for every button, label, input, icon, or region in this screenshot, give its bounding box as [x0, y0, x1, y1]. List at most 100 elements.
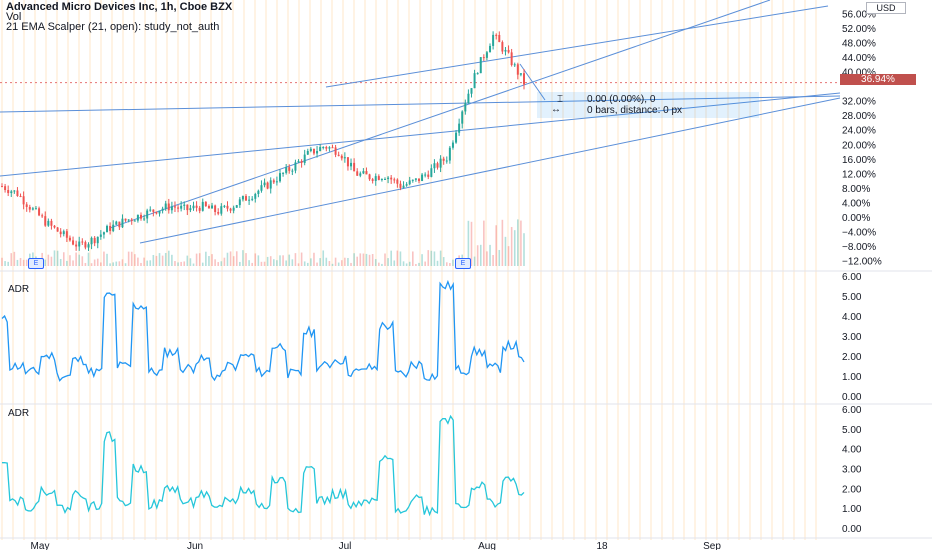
- volume-bar: [66, 260, 68, 266]
- price-candle: [161, 208, 164, 211]
- volume-bar: [134, 254, 136, 266]
- price-candle: [263, 182, 266, 186]
- price-candle: [384, 178, 387, 180]
- volume-bar: [112, 262, 114, 266]
- trend-lines[interactable]: [0, 0, 841, 244]
- volume-bar: [263, 261, 266, 266]
- volume-bar: [365, 253, 368, 266]
- price-candle: [96, 236, 99, 244]
- earnings-badge[interactable]: E: [28, 258, 44, 269]
- volume-bar: [495, 225, 498, 266]
- price-candle: [56, 227, 59, 232]
- volume-bar: [390, 250, 392, 266]
- volume-bar: [399, 251, 402, 266]
- volume-bar: [282, 255, 284, 266]
- symbol-title[interactable]: Advanced Micro Devices Inc, 1h, Cboe BZX: [6, 1, 233, 13]
- price-candle: [356, 171, 359, 176]
- price-candle: [387, 177, 390, 179]
- volume-bar: [208, 256, 210, 266]
- price-candle: [198, 207, 201, 211]
- study-label[interactable]: 21 EMA Scalper (21, open): study_not_aut…: [6, 21, 220, 33]
- price-tick-label: 24.00%: [842, 126, 876, 137]
- volume-bar: [300, 252, 303, 266]
- price-candle: [34, 208, 37, 210]
- price-candle: [109, 225, 112, 231]
- volume-bar: [100, 262, 102, 266]
- volume-bar: [350, 262, 352, 266]
- volume-bar: [180, 261, 182, 266]
- earnings-badge[interactable]: E: [455, 258, 471, 269]
- price-candle: [399, 183, 402, 188]
- price-candle: [146, 210, 149, 219]
- price-candle: [226, 205, 229, 209]
- price-tick-label: 56.00%: [842, 9, 876, 20]
- price-candle: [90, 237, 93, 245]
- adr-pane-label[interactable]: ADR: [8, 408, 30, 419]
- price-tick-label: −12.00%: [842, 257, 882, 268]
- price-candle: [1, 186, 3, 188]
- price-candle: [189, 208, 192, 211]
- price-candle: [31, 208, 34, 210]
- price-candle: [75, 244, 78, 247]
- time-axis[interactable]: May Jun Jul Aug 18 Sep: [0, 537, 932, 550]
- price-candle: [303, 154, 306, 163]
- trend-line: [139, 97, 841, 244]
- price-candle: [102, 232, 105, 235]
- volume-bar: [127, 251, 130, 266]
- price-candle: [177, 207, 180, 209]
- adr-tick-label: 0.00: [842, 392, 862, 403]
- adr-pane-label[interactable]: ADR: [8, 284, 30, 295]
- price-candle: [421, 174, 424, 181]
- trend-line: [0, 95, 841, 113]
- volume-bar: [217, 262, 220, 266]
- volume-bar: [50, 256, 53, 266]
- volume-bar: [430, 250, 433, 266]
- price-candle: [139, 214, 142, 219]
- volume-bar: [235, 251, 238, 266]
- currency-label[interactable]: USD: [866, 2, 906, 14]
- price-candle: [346, 157, 349, 167]
- volume-bar: [483, 220, 485, 266]
- trend-line: [109, 0, 771, 229]
- adr-tick-label: 4.00: [842, 445, 862, 456]
- adr-tick-label: 3.00: [842, 332, 862, 343]
- volume-bar: [177, 262, 179, 266]
- price-candle: [87, 244, 90, 248]
- volume-bar: [340, 260, 343, 266]
- volume-bar: [226, 252, 229, 266]
- price-candle: [53, 225, 56, 228]
- volume-bar: [96, 258, 99, 266]
- volume-bar: [359, 253, 362, 266]
- price-candle: [167, 203, 170, 211]
- volume-bar: [523, 233, 525, 266]
- price-candle: [337, 154, 340, 156]
- volume-bar: [436, 260, 439, 266]
- price-candle: [170, 206, 173, 211]
- price-candle: [445, 160, 448, 162]
- price-candle: [455, 132, 458, 143]
- price-candle: [41, 215, 44, 217]
- price-candle: [207, 205, 210, 209]
- price-candle: [180, 205, 183, 209]
- price-candle: [217, 212, 220, 214]
- price-candle: [489, 45, 492, 53]
- volume-bar: [424, 261, 426, 266]
- volume-bar: [467, 220, 470, 266]
- volume-bar: [421, 254, 423, 266]
- price-candle: [121, 218, 124, 228]
- volume-bar: [121, 259, 124, 266]
- volume-bar: [167, 250, 170, 266]
- price-candle: [7, 190, 10, 194]
- volume-bar: [476, 245, 479, 266]
- volume-bar: [118, 261, 121, 266]
- price-candle: [19, 196, 22, 198]
- volume-bar: [368, 254, 371, 266]
- price-candle: [408, 180, 411, 185]
- price-axis[interactable]: 56.00% 52.00% 48.00% 44.00% 40.00% 32.00% 28.0…: [842, 9, 882, 535]
- price-candle: [50, 220, 53, 226]
- price-candle: [519, 73, 522, 75]
- trend-line: [0, 92, 841, 177]
- volume-bar: [115, 261, 118, 266]
